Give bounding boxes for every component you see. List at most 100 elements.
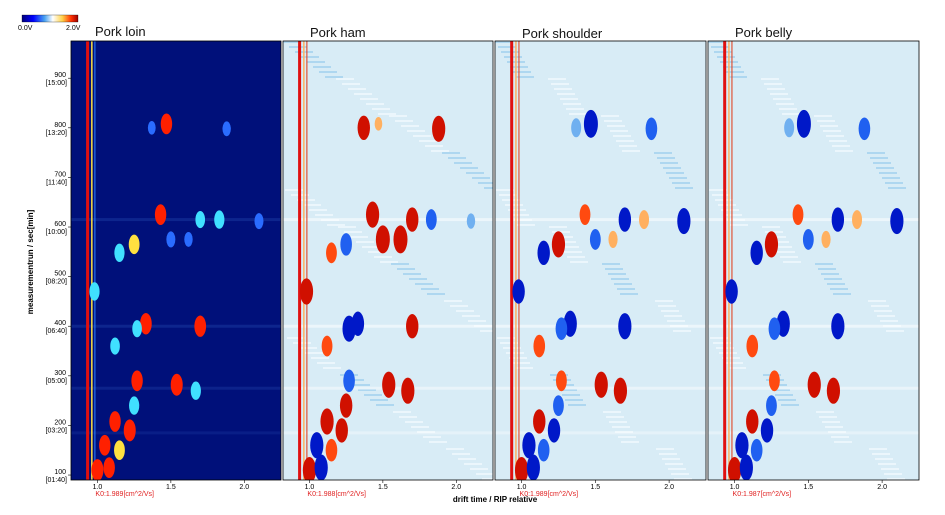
signal-spot [764, 231, 779, 258]
signal-spot [750, 438, 763, 462]
noise-streak [830, 288, 848, 290]
noise-streak [783, 261, 801, 263]
signal-spot [374, 117, 383, 131]
noise-streak [566, 108, 584, 110]
noise-streak [661, 310, 679, 312]
noise-streak [869, 448, 887, 450]
horizontal-band [71, 431, 281, 435]
noise-streak [722, 357, 740, 359]
noise-streak [516, 76, 534, 78]
noise-streak [495, 41, 513, 43]
noise-streak [509, 357, 527, 359]
k0-label: K0:1.989[cm^2/Vs] [95, 491, 154, 498]
signal-spot [131, 370, 143, 392]
panel-loin [70, 40, 282, 481]
noise-streak [506, 352, 524, 354]
signal-spot [321, 335, 333, 357]
noise-streak [470, 468, 488, 470]
y-tick-label: 300 [54, 370, 66, 377]
signal-spot [677, 207, 691, 235]
y-tick-sublabel: [05:00] [46, 378, 67, 385]
noise-streak [350, 236, 368, 238]
noise-streak [655, 300, 673, 302]
noise-streak [425, 145, 443, 147]
noise-streak [663, 167, 681, 169]
noise-streak [764, 83, 782, 85]
noise-streak [564, 251, 582, 253]
noise-streak [664, 315, 682, 317]
noise-streak [315, 214, 333, 216]
signal-spot [766, 395, 777, 416]
noise-streak [770, 93, 788, 95]
noise-streak [675, 187, 693, 189]
noise-streak [615, 431, 633, 433]
horizontal-band [495, 431, 706, 435]
noise-streak [450, 305, 468, 307]
noise-streak [834, 441, 852, 443]
signal-spot [796, 109, 811, 138]
y-tick-label: 400 [54, 320, 66, 327]
signal-spot [514, 456, 529, 480]
noise-streak [779, 108, 797, 110]
signal-spot [750, 240, 763, 266]
noise-streak [427, 293, 445, 295]
noise-streak [500, 342, 518, 344]
panel-ham [282, 40, 494, 481]
signal-spot [807, 371, 821, 398]
noise-streak [666, 172, 684, 174]
horizontal-band [495, 218, 706, 222]
y-tick-label: 600 [54, 221, 66, 228]
noise-streak [374, 256, 392, 258]
noise-streak [608, 273, 626, 275]
x-tick-label: 1.5 [590, 484, 600, 491]
noise-streak [781, 404, 799, 406]
noise-streak [460, 167, 478, 169]
noise-streak [468, 320, 486, 322]
signal-spot [739, 454, 753, 480]
noise-streak [817, 120, 835, 122]
noise-streak [606, 416, 624, 418]
signal-spot [320, 408, 334, 435]
noise-streak [721, 209, 739, 211]
noise-streak [478, 182, 493, 184]
signal-spot [406, 207, 419, 232]
noise-streak [358, 389, 376, 391]
noise-streak [816, 411, 834, 413]
signal-spot [768, 317, 781, 341]
panel-background [495, 41, 706, 480]
k0-label: K0:1.989[cm^2/Vs] [520, 491, 579, 498]
rip-peak-edge [515, 41, 517, 480]
signal-spot [555, 370, 567, 392]
noise-streak [480, 330, 493, 332]
y-tick-sublabel: [15:00] [46, 80, 67, 87]
noise-streak [878, 463, 896, 465]
x-ticks-shoulder: 1.0 1.5 2.0 K0:1.989[cm^2/Vs] [517, 480, 674, 498]
noise-streak [323, 367, 341, 369]
noise-streak [344, 231, 362, 233]
noise-streak [614, 283, 632, 285]
noise-streak [777, 251, 795, 253]
panel-title-loin: Pork loin [95, 24, 146, 39]
noise-streak [605, 268, 623, 270]
noise-streak [444, 300, 462, 302]
noise-streak [415, 283, 433, 285]
panel-background [283, 41, 493, 480]
y-tick-sublabel: [03:20] [46, 427, 67, 434]
y-tick-sublabel: [08:20] [46, 279, 67, 286]
noise-streak [555, 236, 573, 238]
noise-streak [881, 468, 899, 470]
noise-streak [354, 93, 372, 95]
noise-streak [458, 458, 476, 460]
noise-streak [568, 404, 586, 406]
horizontal-band [495, 324, 706, 328]
k0-label: K0:1.988[cm^2/Vs] [307, 491, 366, 498]
rip-tail [731, 41, 733, 480]
noise-streak [604, 120, 622, 122]
signal-spot [401, 377, 415, 404]
rip-peak-edge [303, 41, 305, 480]
noise-streak [871, 305, 889, 307]
noise-streak [456, 310, 474, 312]
noise-streak [301, 56, 319, 58]
signal-spot [339, 393, 353, 418]
